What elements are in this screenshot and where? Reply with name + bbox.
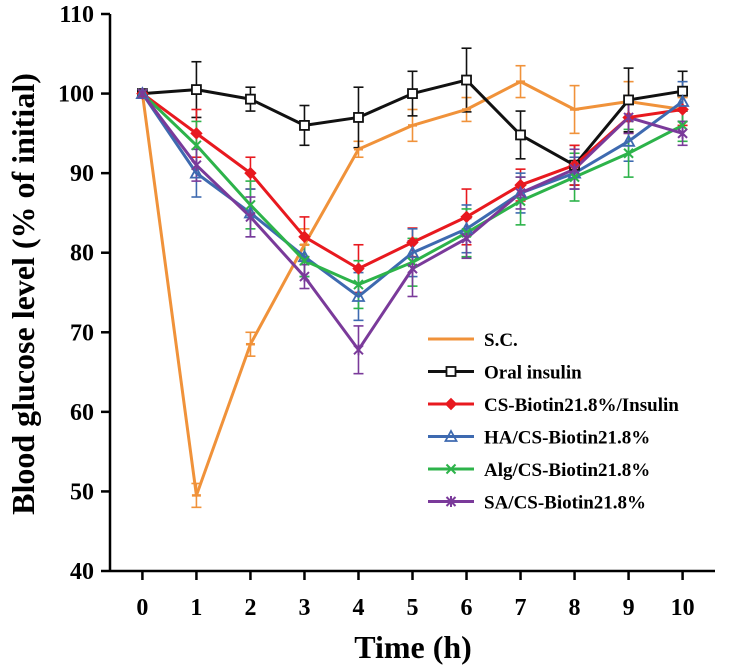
legend-marker [444, 397, 458, 411]
data-point [299, 255, 310, 266]
y-tick-label: 110 [59, 2, 94, 28]
x-tick-label: 4 [352, 595, 364, 621]
data-point [191, 159, 202, 171]
legend-marker [445, 496, 457, 507]
legend-marker [445, 366, 457, 377]
data-point [353, 279, 364, 290]
x-tick-label: 9 [623, 595, 635, 621]
x-axis-label: Time (h) [354, 629, 472, 665]
x-tick-label: 8 [569, 595, 581, 621]
series-markers [135, 74, 690, 497]
data-point [515, 195, 526, 207]
legend-label: CS-Biotin21.8%/Insulin [484, 395, 679, 416]
data-point [677, 120, 688, 131]
data-point [677, 127, 688, 139]
data-point [244, 166, 257, 180]
data-point [352, 262, 365, 275]
y-tick-label: 100 [58, 82, 94, 108]
data-point [353, 344, 364, 356]
data-point [245, 211, 256, 223]
data-point [189, 165, 204, 179]
data-point [191, 84, 202, 95]
data-point [245, 199, 256, 211]
data-point [623, 94, 634, 106]
x-tick-label: 3 [298, 595, 310, 621]
y-tick-label: 90 [70, 161, 94, 187]
x-tick-label: 5 [407, 595, 419, 621]
data-point [623, 111, 634, 123]
data-point [353, 112, 364, 123]
data-point [245, 93, 256, 105]
data-point [299, 271, 310, 283]
legend: S.C. Oral insulin CS-Biotin21.8%/Insulin HA… [428, 330, 679, 514]
y-tick-label: 60 [70, 400, 94, 426]
legend-marker [445, 463, 457, 475]
legend-label: HA/CS-Biotin21.8% [484, 428, 650, 449]
x-tick-label: 6 [461, 595, 473, 621]
y-tick-label: 80 [70, 241, 94, 267]
data-point [569, 171, 580, 183]
legend-label: S.C. [484, 330, 518, 351]
data-point [675, 94, 690, 107]
data-point [569, 163, 580, 175]
data-point [515, 129, 526, 141]
y-tick-label: 50 [70, 479, 94, 505]
x-tick-label: 10 [671, 595, 695, 621]
data-point [623, 148, 634, 159]
data-point [351, 289, 366, 302]
data-point [191, 140, 202, 151]
legend-marker [443, 429, 459, 442]
data-point [461, 74, 472, 86]
data-point [298, 230, 311, 244]
data-point [407, 88, 418, 99]
legend-label: SA/CS-Biotin21.8% [484, 493, 646, 514]
data-point [137, 88, 148, 100]
data-point [407, 263, 418, 275]
legend-label: Alg/CS-Biotin21.8% [484, 460, 650, 481]
axes: 40 50 60 70 80 90 100 110 0 1 2 3 4 5 6 7 8 9 10 [58, 2, 715, 621]
y-axis-label: Blood glucose level (% of initial) [5, 73, 41, 515]
data-point [515, 187, 526, 199]
data-point [190, 127, 203, 140]
data-point [461, 232, 472, 244]
data-point [405, 245, 420, 259]
data-point [621, 133, 636, 147]
legend-label: Oral insulin [484, 363, 582, 384]
x-tick-label: 7 [515, 595, 527, 621]
x-tick-label: 0 [136, 595, 148, 621]
data-point [299, 120, 310, 131]
y-tick-label: 70 [70, 320, 94, 346]
x-tick-label: 1 [190, 595, 202, 621]
y-tick-label: 40 [70, 559, 94, 585]
x-tick-label: 2 [244, 595, 256, 621]
